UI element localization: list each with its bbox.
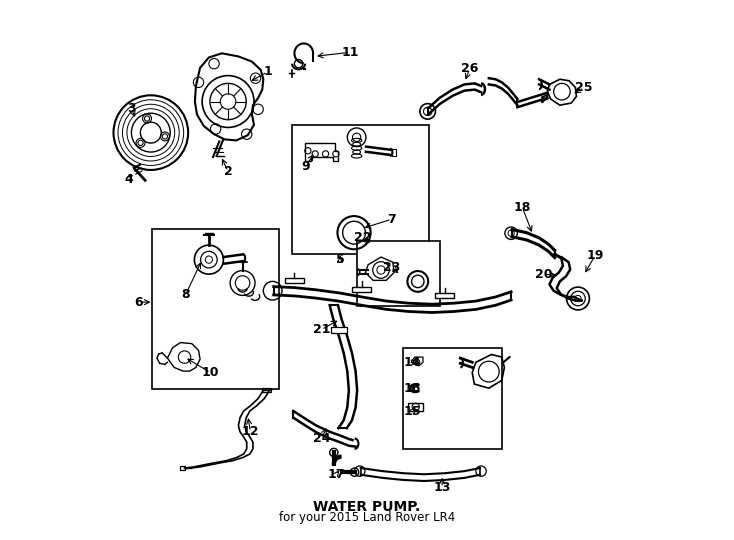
Text: 15: 15: [404, 404, 421, 417]
Text: 25: 25: [575, 81, 592, 94]
Bar: [403, 348, 502, 449]
Text: for your 2015 Land Rover LR4: for your 2015 Land Rover LR4: [279, 511, 455, 524]
Text: 11: 11: [341, 46, 359, 59]
Text: 21: 21: [313, 323, 330, 336]
Polygon shape: [195, 53, 264, 140]
Text: 18: 18: [514, 201, 531, 214]
Text: 20: 20: [534, 268, 552, 281]
Text: 16: 16: [404, 382, 421, 395]
Text: 22: 22: [354, 231, 371, 245]
Text: 17: 17: [327, 468, 345, 481]
Text: 23: 23: [383, 261, 401, 274]
Text: WATER PUMP.: WATER PUMP.: [313, 501, 421, 515]
Text: 3: 3: [127, 102, 136, 115]
Text: 26: 26: [461, 62, 479, 76]
Bar: [292, 125, 429, 254]
Text: 1: 1: [263, 65, 272, 78]
Text: 2: 2: [224, 165, 233, 178]
Bar: [152, 228, 279, 389]
Text: 5: 5: [335, 253, 344, 266]
Text: 24: 24: [313, 432, 330, 445]
Text: 12: 12: [241, 425, 259, 438]
Bar: [357, 241, 440, 306]
Polygon shape: [352, 287, 371, 292]
Polygon shape: [331, 327, 347, 333]
Text: 14: 14: [404, 356, 421, 369]
Polygon shape: [285, 278, 304, 284]
Text: 8: 8: [181, 288, 190, 301]
Text: 10: 10: [202, 366, 219, 379]
Text: 19: 19: [586, 249, 604, 262]
Text: 7: 7: [388, 213, 396, 226]
Text: 6: 6: [134, 295, 143, 309]
Text: 4: 4: [124, 173, 133, 186]
Text: 13: 13: [434, 481, 451, 494]
Text: 9: 9: [302, 160, 310, 173]
Polygon shape: [435, 293, 454, 298]
